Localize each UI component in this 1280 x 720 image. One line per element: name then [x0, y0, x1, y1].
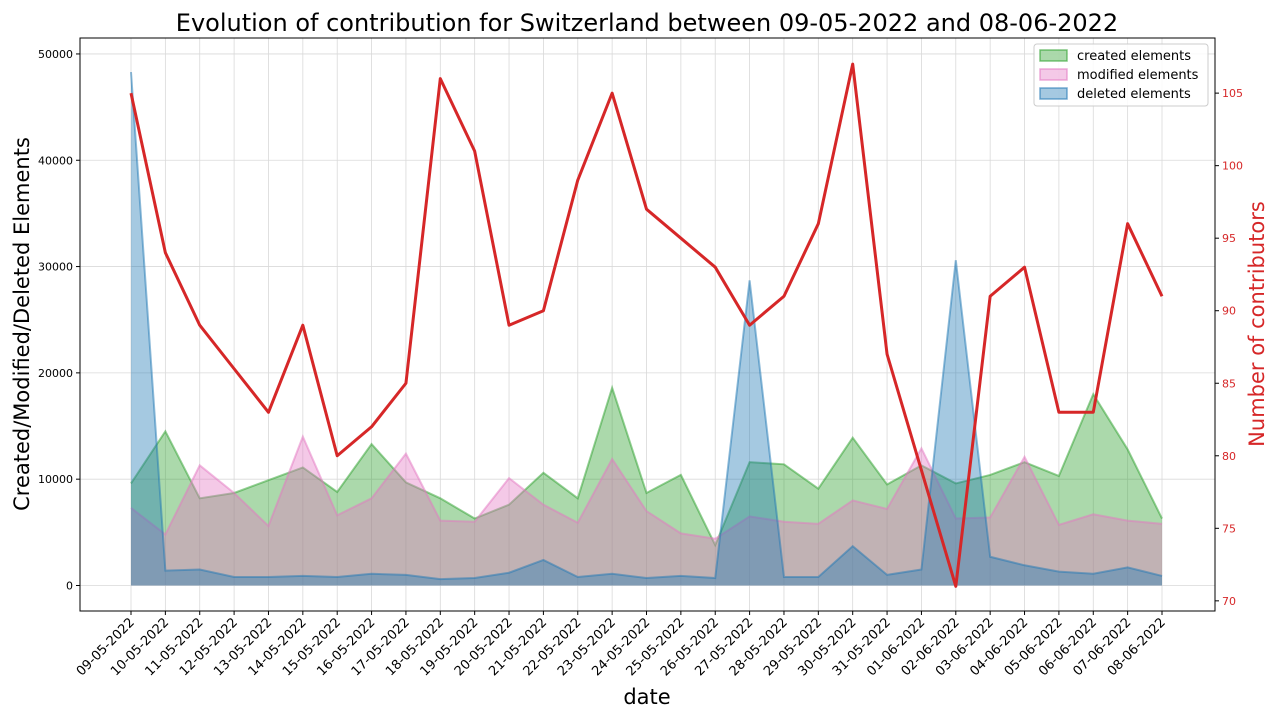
area-outline-created: [130, 384, 1163, 548]
y-tick-label: 10000: [38, 473, 73, 486]
y2-tick-label: 85: [1222, 377, 1236, 390]
y2-tick-label: 95: [1222, 232, 1236, 245]
area-outline-modified: [130, 434, 1163, 540]
plot-frame: [79, 37, 1216, 612]
legend-label-created: created elements: [1077, 49, 1191, 64]
y2-tick-label: 105: [1222, 87, 1243, 100]
x-axis-label: date: [623, 685, 670, 709]
area-outline-deleted: [130, 71, 1163, 581]
legend-label-deleted: deleted elements: [1077, 87, 1191, 102]
contributors-line-series: [129, 62, 1164, 588]
area-deleted: [131, 72, 1162, 586]
contributors-line: [129, 62, 1164, 588]
y2-tick-label: 90: [1222, 305, 1236, 318]
area-series: [130, 71, 1163, 586]
y2-tick-label: 75: [1222, 522, 1236, 535]
y2-tick-label: 70: [1222, 595, 1236, 608]
legend-swatch-created: [1039, 49, 1068, 62]
y-axis-label: Created/Modified/Deleted Elements: [10, 137, 34, 511]
y-tick-label: 40000: [38, 154, 73, 167]
area-created: [131, 387, 1162, 586]
legend-box: [1033, 43, 1209, 107]
grid-lines: [80, 38, 1215, 611]
legend-swatch-deleted: [1039, 87, 1068, 100]
y2-axis-label: Number of contributors: [1245, 201, 1269, 447]
y-tick-label: 50000: [38, 48, 73, 61]
y-tick-label: 20000: [38, 367, 73, 380]
y2-tick-label: 100: [1222, 160, 1243, 173]
right-y-axis: 70 75 80 85 90 95 100 105: [1215, 87, 1243, 608]
y2-tick-label: 80: [1222, 450, 1236, 463]
legend-label-modified: modified elements: [1077, 68, 1199, 83]
y-tick-label: 0: [66, 579, 73, 592]
legend-swatch-modified: [1039, 68, 1068, 81]
left-y-axis: 0 10000 20000 30000 40000 50000: [38, 48, 80, 592]
chart-title: Evolution of contribution for Switzerlan…: [176, 9, 1118, 37]
y-tick-label: 30000: [38, 261, 73, 274]
legend: created elements modified elements deleted…: [1033, 43, 1209, 107]
